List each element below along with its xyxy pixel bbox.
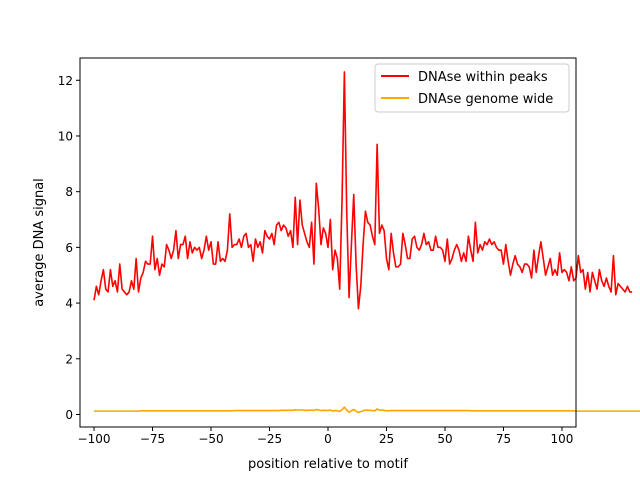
x-tick-label: −100 (78, 432, 111, 446)
x-tick-label: 75 (496, 432, 511, 446)
legend-label-genome-wide: DNAse genome wide (418, 92, 553, 107)
y-tick-label: 4 (65, 297, 73, 311)
x-tick-label: −25 (257, 432, 282, 446)
x-tick-label: 50 (437, 432, 452, 446)
y-tick-label: 2 (65, 352, 73, 366)
x-tick-label: 25 (379, 432, 394, 446)
x-tick-label: 0 (324, 432, 332, 446)
y-axis-ticks: 0 2 4 6 8 10 12 (58, 74, 80, 422)
y-tick-label: 10 (58, 129, 73, 143)
y-tick-label: 8 (65, 185, 73, 199)
y-tick-label: 0 (65, 408, 73, 422)
x-tick-label: −75 (140, 432, 165, 446)
x-tick-label: 100 (551, 432, 574, 446)
legend-box (374, 63, 570, 113)
x-axis-label: position relative to motif (248, 457, 408, 472)
plot-frame (79, 57, 577, 428)
legend-label-within-peaks: DNAse within peaks (418, 70, 548, 85)
x-tick-label: −50 (198, 432, 223, 446)
series-line-dnase-within-peaks (93, 71, 633, 310)
series-line-dnase-genome-wide (94, 406, 640, 414)
y-tick-label: 12 (58, 74, 73, 88)
x-axis-ticks: −100 −75 −50 −25 0 25 50 75 100 (78, 427, 574, 446)
y-tick-label: 6 (65, 241, 73, 255)
series-layer (93, 71, 640, 414)
legend: DNAse within peaks DNAse genome wide (374, 63, 570, 113)
y-axis-label: average DNA signal (32, 178, 47, 307)
